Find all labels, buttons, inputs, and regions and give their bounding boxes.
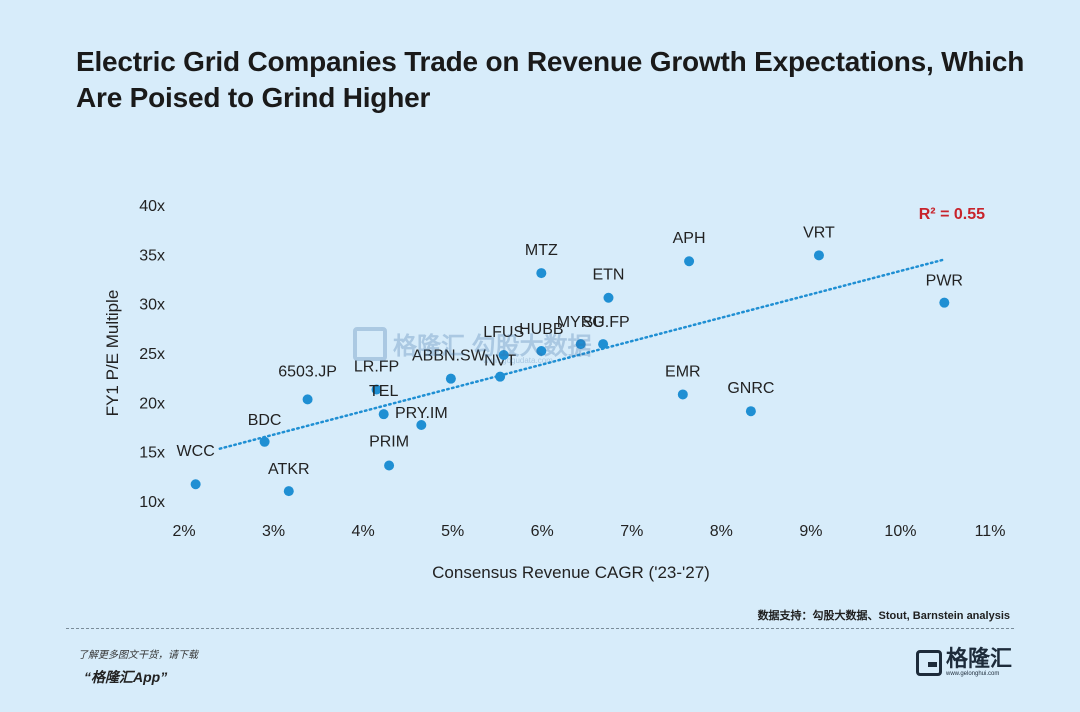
y-tick-label: 20x [139,395,165,412]
y-tick-label: 35x [139,247,165,264]
data-label: ETN [592,267,624,284]
data-point [416,420,427,431]
brand-name: 格隆汇 [945,646,1012,671]
brand-logo[interactable]: 格隆汇 www.gelonghui.com [915,646,1012,677]
data-point [813,250,824,261]
watermark-url: www.gogudata.com [483,356,553,365]
data-label: BDC [248,412,282,429]
data-point [536,346,547,357]
data-point [598,339,609,350]
data-label: WCC [177,443,215,460]
data-point [190,479,201,490]
chart-title: Electric Grid Companies Trade on Revenue… [76,46,1025,113]
brand-url: www.gelonghui.com [945,671,1000,677]
data-point [536,268,547,279]
data-point [378,409,389,420]
y-tick-label: 10x [139,494,165,511]
y-tick-label: 40x [139,198,165,215]
data-point [684,256,695,267]
data-point [302,394,313,405]
data-label: MTZ [525,242,558,259]
data-label: LR.FP [354,359,399,376]
data-label: MYRG [557,314,605,331]
x-tick-label: 3% [262,523,285,540]
watermark: 格隆汇 勾股大数据 www.gogudata.com [353,326,592,365]
y-tick-label: 25x [139,346,165,363]
x-tick-label: 9% [799,523,822,540]
data-point [603,292,614,303]
x-tick-label: 6% [531,523,554,540]
data-label: EMR [665,363,701,380]
data-label: PRIM [369,433,409,450]
footer-app-name[interactable]: “格隆汇App” [84,669,168,685]
r-squared-annotation: R² = 0.55 [919,206,985,223]
data-label: TEL [369,383,398,400]
data-point [283,486,294,497]
footer-divider [66,628,1014,629]
data-label: APH [673,230,706,247]
x-tick-label: 8% [710,523,733,540]
footer-download-text: 了解更多图文干货，请下载 [78,650,198,661]
x-tick-label: 2% [172,523,195,540]
data-label: ABBN.SW [412,348,487,365]
brand-logo-icon [915,649,942,676]
x-tick-label: 10% [884,523,916,540]
data-label: PRY.IM [395,405,448,422]
data-label: ATKR [268,461,309,478]
y-tick-label: 30x [139,297,165,314]
data-label: 6503.JP [278,363,337,380]
scatter-chart: 10x 15x 20x 25x 30x 35x 40x 2% 3% 4% 5% 6% 7% 8% 9% 10%… [103,198,1006,582]
data-label: VRT [803,224,835,241]
source-note: 数据支持：勾股大数据、Stout, Barnstein analysis [757,610,1010,622]
watermark-text: 格隆汇 勾股大数据 [393,333,592,360]
data-point [745,406,756,417]
data-label: SU.FP [583,314,630,331]
data-point [259,436,270,447]
y-tick-label: 15x [139,445,165,462]
data-point [498,349,509,360]
data-point [495,371,506,382]
data-label: LFUS [483,324,524,341]
data-label: GNRC [727,380,774,397]
data-point [445,373,456,384]
data-point [575,339,586,350]
data-point [677,389,688,400]
x-axis-label: Consensus Revenue CAGR ('23-'27) [432,563,710,582]
data-label: PWR [926,273,963,290]
watermark-logo-icon [353,326,387,361]
y-axis-label: FY1 P/E Multiple [103,290,122,417]
data-point [371,384,382,395]
x-tick-label: 11% [975,523,1006,540]
x-tick-label: 4% [352,523,375,540]
x-tick-label: 5% [441,523,464,540]
data-point [939,297,950,308]
data-point [384,460,395,471]
data-label: HUBB [519,321,563,338]
trendline [218,258,947,450]
x-tick-label: 7% [620,523,643,540]
